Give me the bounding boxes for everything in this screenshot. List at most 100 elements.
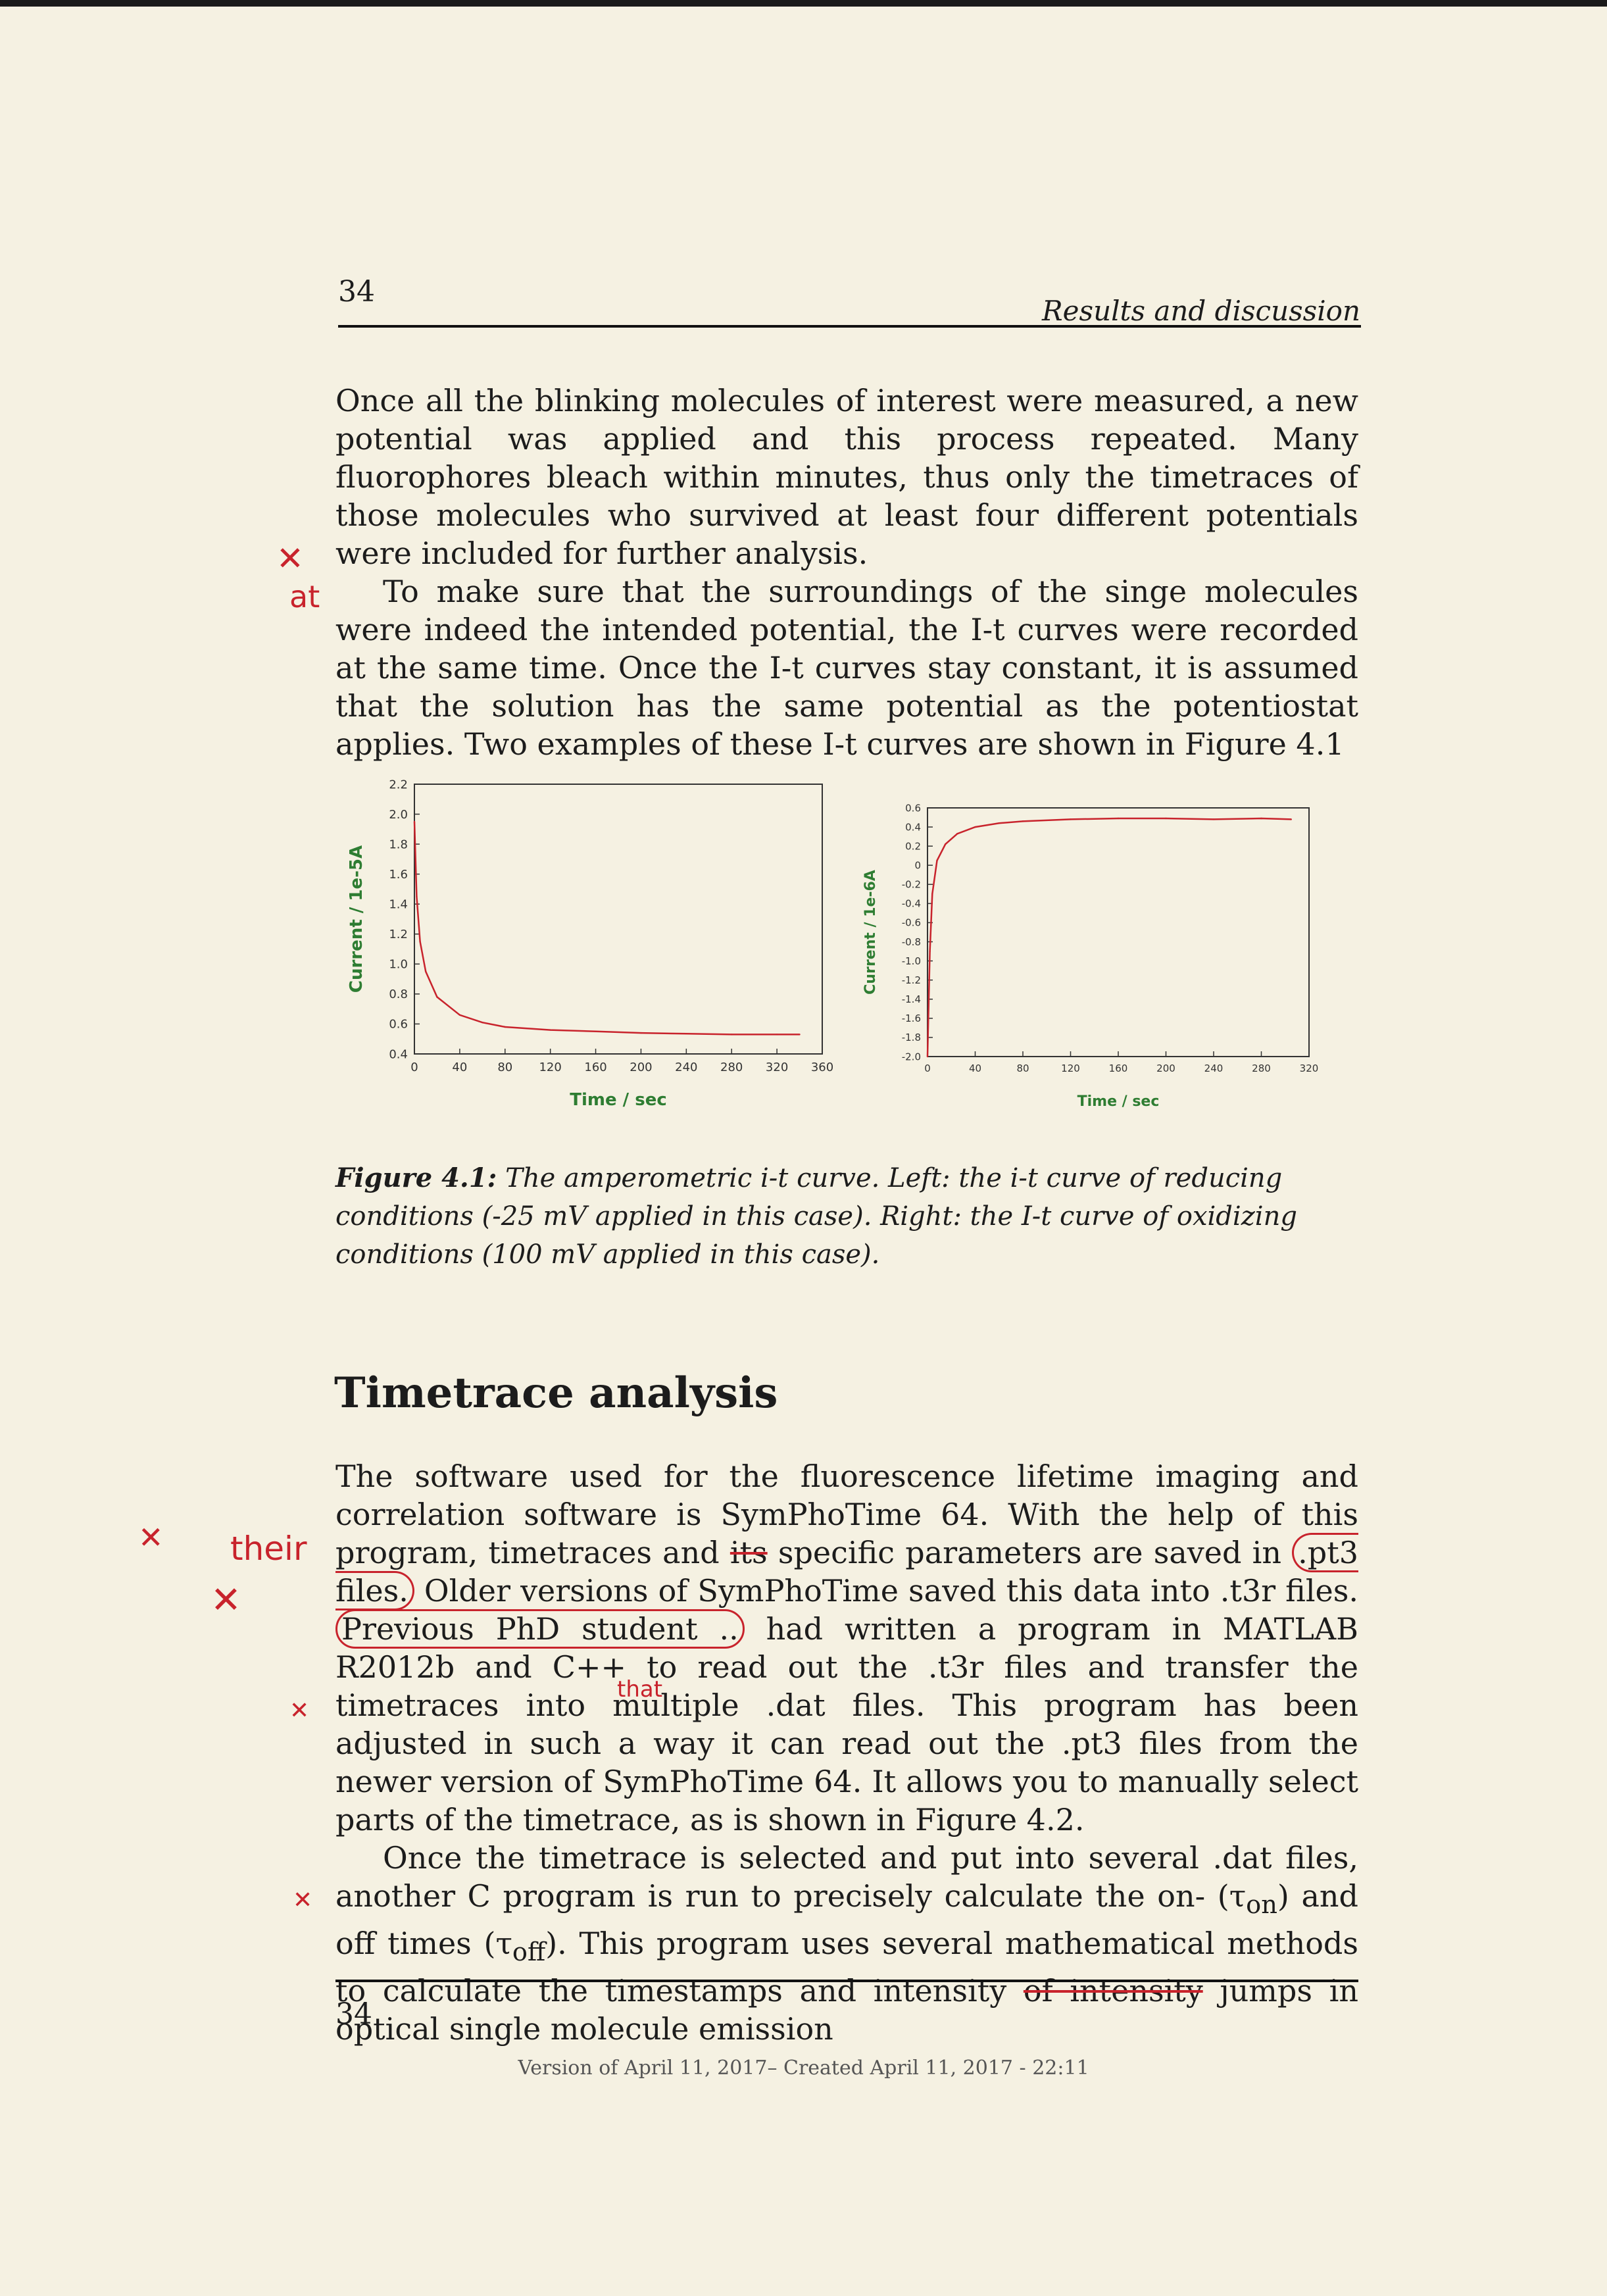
footer-rule bbox=[335, 1980, 1358, 1982]
data-point bbox=[944, 843, 947, 845]
x-tick-label: 120 bbox=[1061, 1062, 1080, 1074]
annotation-at: at bbox=[289, 579, 320, 614]
data-point bbox=[482, 1021, 483, 1024]
x-tick-label: 240 bbox=[675, 1061, 697, 1074]
y-tick-label: 0.6 bbox=[905, 802, 921, 814]
paragraph-2: To make sure that the surroundings of th… bbox=[335, 574, 1358, 762]
data-point bbox=[1070, 818, 1072, 820]
version-line: Version of April 11, 2017– Created April… bbox=[518, 2057, 1089, 2080]
x-tick-label: 120 bbox=[539, 1061, 561, 1074]
x-tick-label: 320 bbox=[1300, 1062, 1319, 1074]
data-point bbox=[1022, 820, 1024, 822]
body-text-bottom: The software used for the fluorescence l… bbox=[335, 1457, 1358, 2048]
x-tick-label: 0 bbox=[924, 1062, 931, 1074]
x-tick-label: 360 bbox=[811, 1061, 833, 1074]
x-tick-label: 80 bbox=[497, 1061, 512, 1074]
body-text-top: Once all the blinking molecules of inter… bbox=[335, 382, 1358, 763]
data-point bbox=[413, 820, 416, 823]
annotation-that: that bbox=[617, 1676, 663, 1703]
y-tick-label: -1.6 bbox=[902, 1012, 921, 1024]
circled-pt3-files: .pt3 files. bbox=[335, 1533, 1358, 1610]
data-point bbox=[998, 822, 1000, 824]
it-curve-chart-left: 0 40 80 120 160 200 240 280 320 360 2.2 2.0 1.8 1.6 1.… bbox=[347, 778, 833, 1110]
y-tick-label: 1.6 bbox=[389, 868, 408, 882]
figure-caption-text: The amperometric i-t curve. Left: the i-… bbox=[335, 1163, 1297, 1270]
data-point bbox=[595, 1030, 597, 1033]
figure-label: Figure 4.1: bbox=[335, 1162, 497, 1193]
it-curve-line bbox=[413, 821, 800, 1036]
running-title: Results and discussion bbox=[1042, 295, 1360, 327]
scan-top-edge bbox=[0, 0, 1607, 7]
data-point bbox=[549, 1029, 551, 1031]
x-tick-label: 40 bbox=[452, 1061, 467, 1074]
x-axis-label: Time / sec bbox=[570, 1090, 667, 1110]
x-tick-label: 80 bbox=[1016, 1062, 1029, 1074]
p4-text-a: Once the timetrace is selected and put i… bbox=[335, 1840, 1358, 1914]
data-point bbox=[640, 1032, 642, 1034]
header-page-number: 34 bbox=[338, 275, 375, 309]
data-point bbox=[731, 1034, 733, 1036]
y-tick-label: -0.8 bbox=[902, 936, 921, 948]
annotation-their: their bbox=[230, 1530, 307, 1568]
plot-frame bbox=[927, 807, 1310, 1057]
y-tick-label: 1.0 bbox=[389, 958, 408, 972]
p3-text-a: The software used for the fluorescence l… bbox=[335, 1459, 1358, 1570]
y-tick-label: 1.4 bbox=[389, 898, 408, 912]
y-axis-label: Current / 1e-6A bbox=[862, 870, 879, 995]
data-point bbox=[926, 1055, 929, 1058]
margin-mark-x: ✕ bbox=[293, 1887, 313, 1914]
paragraph-4: Once the timetrace is selected and put i… bbox=[335, 1839, 1358, 2048]
data-point bbox=[974, 826, 976, 828]
struck-word-its: its bbox=[729, 1535, 768, 1570]
margin-mark-x: ✕ bbox=[138, 1520, 164, 1555]
data-point bbox=[799, 1034, 801, 1036]
data-point bbox=[929, 950, 931, 953]
figure-caption: Figure 4.1: The amperometric i-t curve. … bbox=[335, 1159, 1358, 1274]
data-point bbox=[504, 1026, 506, 1028]
x-axis-label: Time / sec bbox=[1077, 1093, 1160, 1110]
it-curve-line bbox=[926, 817, 1291, 1057]
plot-frame bbox=[414, 784, 823, 1055]
p3-text-d: had written a program in MATLAB R2012b a… bbox=[335, 1611, 1358, 1837]
x-tick-label: 40 bbox=[969, 1062, 981, 1074]
margin-mark-x: ✕ bbox=[210, 1579, 241, 1622]
data-point bbox=[419, 940, 421, 943]
y-tick-label: -1.4 bbox=[902, 993, 921, 1005]
x-tick-label: 280 bbox=[720, 1061, 743, 1074]
section-heading: Timetrace analysis bbox=[334, 1368, 778, 1418]
data-point bbox=[1290, 818, 1293, 820]
data-point bbox=[1165, 817, 1167, 820]
y-tick-label: 0 bbox=[914, 859, 921, 871]
x-tick-label: 240 bbox=[1204, 1062, 1224, 1074]
y-tick-label: -0.4 bbox=[902, 898, 921, 910]
y-tick-label: 1.2 bbox=[389, 928, 408, 941]
tau-off-subscript: off bbox=[512, 1937, 546, 1968]
data-point bbox=[931, 893, 933, 895]
y-tick-label: 1.8 bbox=[389, 837, 408, 851]
data-point bbox=[425, 970, 427, 972]
y-tick-label: -2.0 bbox=[902, 1051, 921, 1062]
paragraph-1: Once all the blinking molecules of inter… bbox=[335, 383, 1358, 571]
y-tick-label: 0.4 bbox=[905, 821, 921, 833]
data-point bbox=[416, 895, 418, 898]
data-point bbox=[1117, 817, 1120, 820]
data-point bbox=[458, 1014, 461, 1016]
x-tick-label: 160 bbox=[584, 1061, 606, 1074]
footer-page-number: 34 bbox=[335, 1997, 372, 2031]
p4-text-d: jumps in optical single molecule emissio… bbox=[335, 1973, 1358, 2047]
p4-text-b: ) and off times (τ bbox=[335, 1878, 1358, 1962]
p3-text-b: specific parameters are saved in bbox=[767, 1535, 1293, 1570]
margin-mark-x: ✕ bbox=[276, 539, 304, 578]
y-tick-label: -0.2 bbox=[902, 879, 921, 891]
y-tick-label: 2.2 bbox=[389, 778, 408, 791]
it-curve-chart-right: 0 40 80 120 160 200 240 280 320 0.6 0.4 0.2 0 -0.2 -0.… bbox=[862, 802, 1319, 1110]
x-tick-label: 160 bbox=[1109, 1062, 1128, 1074]
x-tick-label: 200 bbox=[630, 1061, 652, 1074]
y-tick-label: 0.6 bbox=[389, 1018, 408, 1032]
y-tick-label: 0.2 bbox=[905, 840, 921, 852]
tau-on-subscript: on bbox=[1246, 1890, 1277, 1920]
x-tick-label: 200 bbox=[1156, 1062, 1175, 1074]
p3-text-c: Older versions of SymPhoTime saved this … bbox=[414, 1573, 1358, 1609]
x-tick-label: 320 bbox=[766, 1061, 788, 1074]
y-tick-label: 0.8 bbox=[389, 987, 408, 1001]
